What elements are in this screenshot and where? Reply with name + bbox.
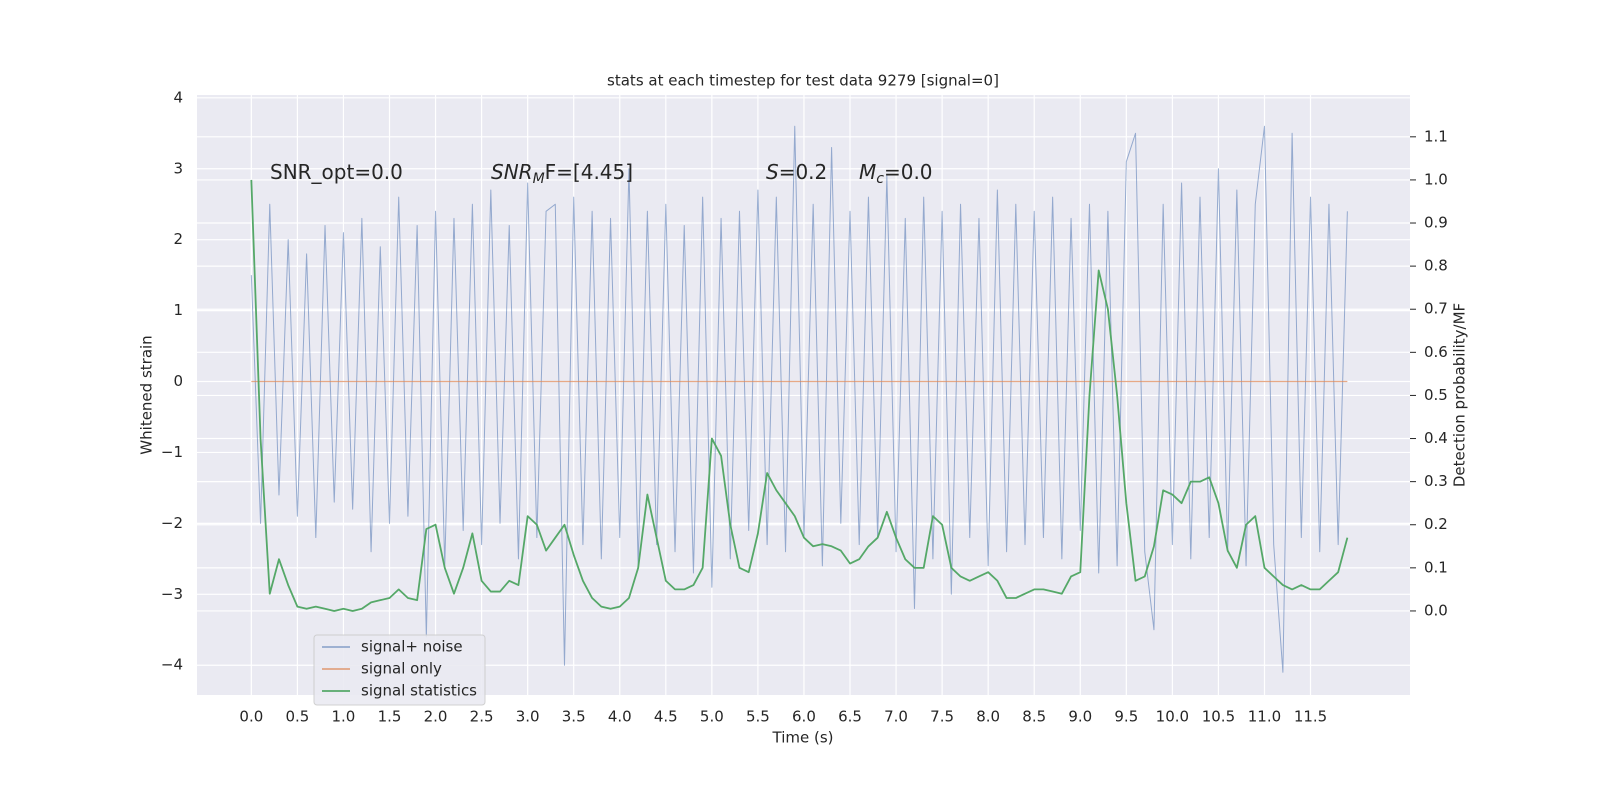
annotation-text: M <box>859 160 876 184</box>
annotation-text: SNR_opt=0.0 <box>270 160 403 184</box>
labels: 0.0 0.5 1.0 1.5 2.0 2.5 3.0 3.5 4.0 4.5 5.0 5.5 6.0 6… <box>161 88 1448 725</box>
y-tick-label: 4 <box>173 88 183 106</box>
y-axis-label: Whitened strain <box>138 335 156 454</box>
x-tick-label: 2.5 <box>470 708 494 726</box>
x-tick-label: 8.5 <box>1022 708 1046 726</box>
annotation-text: SNR <box>491 160 533 184</box>
annotation-text: =0.0 <box>884 160 933 184</box>
y2-tick-label: 0.4 <box>1424 429 1448 447</box>
y-tick-label: 2 <box>173 230 183 248</box>
y2-tick-label: 1.1 <box>1424 127 1448 145</box>
annotation-text: F=[4.45] <box>545 160 633 184</box>
series-line <box>250 179 1349 612</box>
annotation: SNR_opt=0.0 <box>270 160 403 184</box>
annotation: S=0.2 <box>766 160 827 184</box>
annotation-subscript: c <box>876 171 884 187</box>
y2-tick-label: 0.2 <box>1424 515 1448 533</box>
y2-tick-label: 0.5 <box>1424 386 1448 404</box>
x-tick-label: 3.5 <box>562 708 586 726</box>
y-tick-label: 3 <box>173 159 183 177</box>
legend: signal+ noise signal only signal statistic… <box>313 634 486 706</box>
y-tick-label: 1 <box>173 301 183 319</box>
y2-tick-label: 0.8 <box>1424 257 1448 275</box>
x-tick-label: 5.5 <box>746 708 770 726</box>
x-tick-label: 1.0 <box>332 708 356 726</box>
annotation-text: S <box>766 160 779 184</box>
x-tick-label: 11.0 <box>1248 708 1281 726</box>
y2-tick-label: 0.6 <box>1424 343 1448 361</box>
y2-tick-label: 0.3 <box>1424 472 1448 490</box>
x-tick-label: 0.5 <box>285 708 309 726</box>
x-tick-label: 4.0 <box>608 708 632 726</box>
y2-tick-label: 1.0 <box>1424 170 1448 188</box>
y2-tick-label: 0.9 <box>1424 214 1448 232</box>
chart-title: stats at each timestep for test data 927… <box>607 72 999 90</box>
x-tick-label: 7.5 <box>930 708 954 726</box>
x-tick-label: 0.0 <box>239 708 263 726</box>
x-tick-label: 9.0 <box>1068 708 1092 726</box>
x-tick-label: 7.0 <box>884 708 908 726</box>
legend-box <box>313 634 486 706</box>
y-tick-label: −4 <box>161 656 183 674</box>
x-tick-label: 8.0 <box>976 708 1000 726</box>
x-axis-label: Time (s) <box>772 729 834 747</box>
y2-tick-label: 0.7 <box>1424 300 1448 318</box>
marks <box>250 125 1349 673</box>
y2-tick-label: 0.0 <box>1424 601 1448 619</box>
y2-tick-label: 0.1 <box>1424 558 1448 576</box>
x-tick-label: 6.0 <box>792 708 816 726</box>
x-tick-label: 5.0 <box>700 708 724 726</box>
legend-label: signal only <box>361 660 442 678</box>
y-tick-label: −2 <box>161 514 183 532</box>
x-tick-label: 10.0 <box>1156 708 1189 726</box>
x-tick-label: 4.5 <box>654 708 678 726</box>
x-tick-label: 2.0 <box>424 708 448 726</box>
x-tick-label: 3.0 <box>516 708 540 726</box>
x-tick-label: 6.5 <box>838 708 862 726</box>
legend-label: signal+ noise <box>361 638 463 656</box>
y-tick-label: 0 <box>173 372 183 390</box>
x-tick-label: 11.5 <box>1294 708 1327 726</box>
legend-label: signal statistics <box>361 682 477 700</box>
y2-axis-label: Detection probability/MF <box>1451 303 1469 487</box>
x-tick-label: 10.5 <box>1202 708 1235 726</box>
annotation: SNRMF=[4.45] <box>491 160 633 188</box>
y-tick-label: −1 <box>161 443 183 461</box>
annotation: Mc=0.0 <box>859 160 933 188</box>
x-tick-label: 9.5 <box>1114 708 1138 726</box>
grid <box>197 95 1410 695</box>
x-tick-label: 1.5 <box>378 708 402 726</box>
series-line <box>250 125 1348 673</box>
annotation-text: =0.2 <box>779 160 828 184</box>
y-tick-label: −3 <box>161 585 183 603</box>
annotation-subscript: M <box>533 171 545 187</box>
